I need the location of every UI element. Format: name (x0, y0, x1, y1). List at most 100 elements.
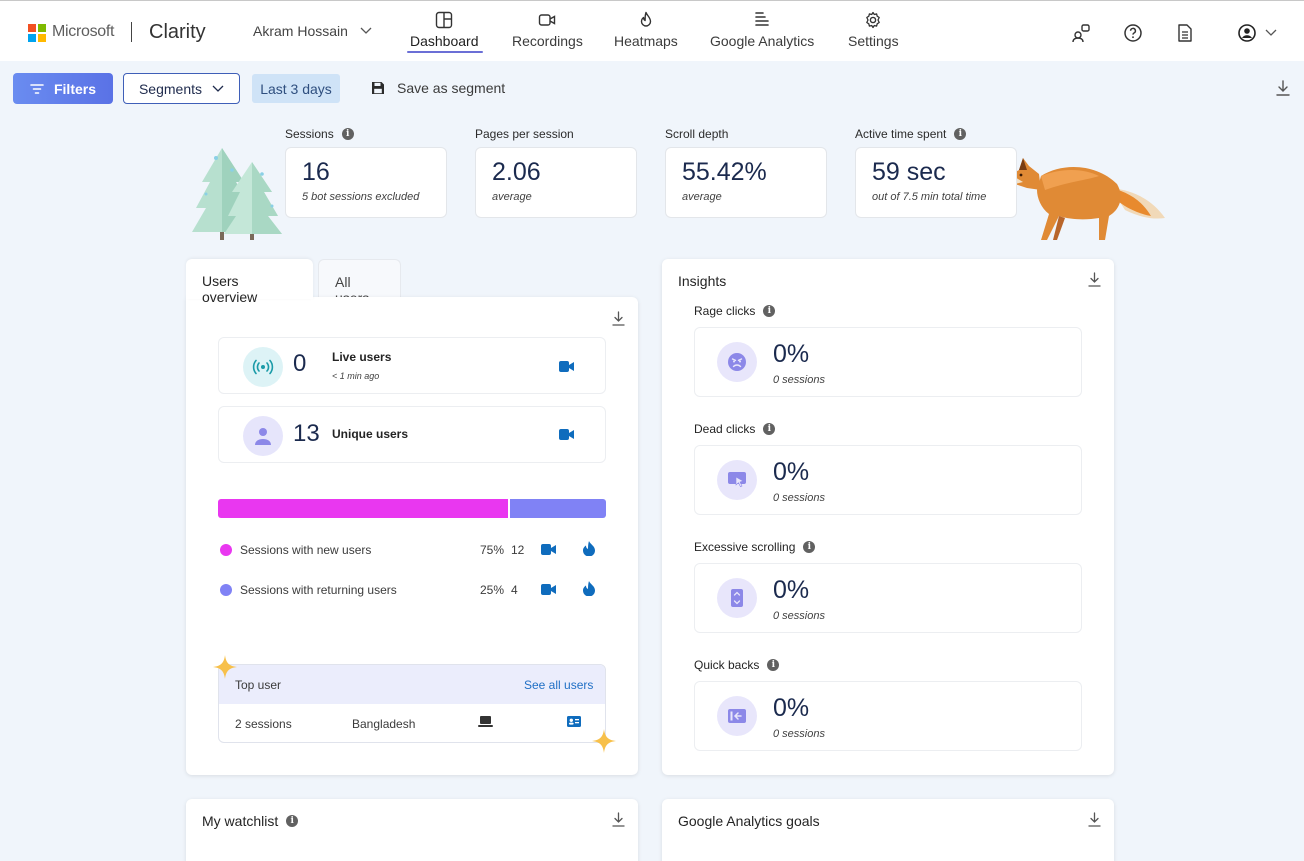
excessive-scrolling-card[interactable]: 0% 0 sessions (694, 563, 1082, 633)
insight-label: Quick backs (694, 658, 760, 672)
filters-button[interactable]: Filters (13, 73, 113, 104)
sessions-percent: 25% (480, 583, 505, 597)
top-user-sessions: 2 sessions (235, 717, 292, 731)
save-segment-button[interactable]: Save as segment (371, 80, 505, 96)
unique-users-label: Unique users (332, 427, 409, 441)
flame-icon (640, 11, 652, 27)
info-icon[interactable]: i (286, 815, 299, 827)
stat-card: 16 5 bot sessions excluded (285, 147, 447, 218)
chevron-down-icon (1265, 29, 1277, 36)
date-range-button[interactable]: Last 3 days (252, 74, 340, 103)
info-icon[interactable]: i (341, 128, 354, 140)
user-icon (243, 416, 283, 456)
project-selector[interactable]: Akram Hossain (253, 23, 372, 39)
download-icon[interactable] (1276, 80, 1290, 96)
info-icon[interactable]: i (763, 305, 776, 317)
video-camera-icon[interactable] (541, 584, 556, 595)
tab-users-overview[interactable]: Users overview (186, 259, 313, 305)
company-name: Microsoft (52, 23, 115, 40)
stat-label: Active time spent (855, 127, 947, 141)
insight-label: Rage clicks (694, 304, 756, 318)
user-avatar-icon (1238, 24, 1256, 42)
sessions-count: 4 (511, 583, 518, 597)
top-user-header (219, 665, 605, 704)
back-icon (717, 696, 757, 736)
nav-recordings[interactable]: Recordings (512, 11, 583, 55)
ga-goals-card (662, 799, 1114, 861)
insight-value: 0% (773, 694, 810, 722)
top-user-country: Bangladesh (352, 717, 416, 731)
flame-icon[interactable] (583, 541, 595, 556)
nav-heatmaps[interactable]: Heatmaps (614, 11, 678, 55)
fox-illustration (1005, 158, 1165, 240)
insight-value: 0% (773, 576, 810, 604)
stat-card: 2.06 average (475, 147, 637, 218)
insight-label: Dead clicks (694, 422, 756, 436)
scroll-icon (717, 578, 757, 618)
top-user-title: Top user (235, 678, 282, 692)
segments-dropdown[interactable]: Segments (123, 73, 240, 104)
save-icon (372, 82, 384, 94)
people-share-icon[interactable] (1071, 23, 1091, 43)
nav-heatmaps-label: Heatmaps (614, 33, 678, 49)
contact-card-icon[interactable] (567, 716, 581, 727)
sessions-returning-users-row: Sessions with returning users 25% 4 (220, 581, 606, 599)
download-icon[interactable] (1088, 812, 1101, 827)
see-all-users-link[interactable]: See all users (524, 678, 594, 692)
analytics-icon (755, 12, 769, 26)
video-camera-icon[interactable] (559, 361, 574, 372)
stat-label: Scroll depth (665, 127, 729, 141)
info-icon[interactable]: i (954, 128, 967, 140)
stat-value: 16 (302, 158, 330, 186)
nav-google-analytics[interactable]: Google Analytics (710, 11, 814, 55)
video-camera-icon[interactable] (559, 429, 574, 440)
segments-label: Segments (138, 80, 203, 97)
nav-settings-label: Settings (848, 33, 899, 49)
quick-backs-card[interactable]: 0% 0 sessions (694, 681, 1082, 751)
save-segment-label: Save as segment (397, 80, 506, 96)
info-icon[interactable]: i (803, 541, 816, 553)
legend-dot (220, 544, 232, 556)
download-icon[interactable] (1088, 272, 1101, 287)
stat-label: Pages per session (475, 127, 574, 141)
sessions-label: Sessions with new users (240, 543, 372, 557)
download-icon[interactable] (612, 311, 625, 326)
document-icon[interactable] (1175, 23, 1195, 43)
video-camera-icon[interactable] (541, 544, 556, 555)
nav-recordings-label: Recordings (512, 33, 583, 49)
dashboard-icon (436, 11, 453, 29)
stat-scroll-depth: Scroll depth 55.42% average (665, 126, 827, 218)
live-users-row: 0 Live users < 1 min ago (218, 337, 606, 394)
insight-sessions: 0 sessions (773, 728, 825, 740)
sessions-label: Sessions with returning users (240, 583, 397, 597)
chevron-down-icon (212, 85, 224, 92)
live-signal-icon (243, 347, 283, 387)
sparkle-icon (592, 729, 616, 753)
rage-clicks-card[interactable]: 0% 0 sessions (694, 327, 1082, 397)
watchlist-title-row: My watchlist i (202, 813, 299, 829)
app-name[interactable]: Clarity (149, 21, 206, 43)
nav-settings[interactable]: Settings (848, 11, 899, 55)
stat-subtext: average (682, 191, 722, 203)
nav-dashboard[interactable]: Dashboard (410, 11, 479, 55)
video-camera-icon (539, 14, 556, 26)
insight-label: Excessive scrolling (694, 540, 796, 554)
nav-dashboard-label: Dashboard (410, 33, 479, 49)
filter-icon (30, 83, 44, 94)
angry-face-icon (717, 342, 757, 382)
download-icon[interactable] (612, 812, 625, 827)
filters-label: Filters (53, 80, 96, 97)
stat-subtext: average (492, 191, 532, 203)
new-users-bar (218, 499, 508, 518)
help-icon[interactable] (1123, 23, 1143, 43)
info-icon[interactable]: i (767, 659, 780, 671)
stat-card: 59 sec out of 7.5 min total time (855, 147, 1017, 218)
flame-icon[interactable] (583, 581, 595, 596)
top-navigation-bar: Microsoft Clarity Akram Hossain Dashboar… (0, 0, 1304, 61)
dead-clicks-card[interactable]: 0% 0 sessions (694, 445, 1082, 515)
info-icon[interactable]: i (763, 423, 776, 435)
account-menu[interactable] (1237, 23, 1277, 43)
dead-clicks-label-row: Dead clicks i (694, 422, 776, 436)
tab-all-users[interactable]: All users (318, 259, 401, 306)
active-tab-indicator (407, 51, 483, 53)
